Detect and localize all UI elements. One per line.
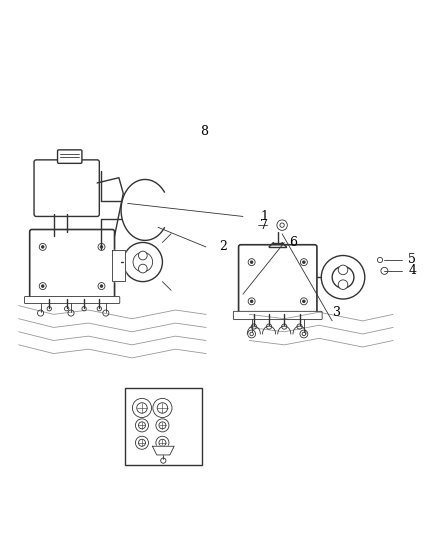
Circle shape bbox=[100, 246, 103, 248]
Circle shape bbox=[98, 244, 105, 251]
Circle shape bbox=[157, 403, 168, 413]
Circle shape bbox=[248, 259, 255, 265]
Text: 1: 1 bbox=[260, 210, 268, 223]
Circle shape bbox=[381, 268, 388, 274]
Circle shape bbox=[82, 306, 86, 311]
Circle shape bbox=[300, 330, 308, 338]
Circle shape bbox=[302, 332, 306, 336]
FancyBboxPatch shape bbox=[30, 230, 115, 301]
Circle shape bbox=[280, 223, 284, 228]
Circle shape bbox=[303, 261, 305, 263]
FancyBboxPatch shape bbox=[57, 150, 82, 163]
Circle shape bbox=[133, 252, 152, 272]
Circle shape bbox=[159, 439, 166, 446]
Text: 7: 7 bbox=[260, 219, 268, 232]
Circle shape bbox=[138, 439, 145, 446]
Circle shape bbox=[156, 419, 169, 432]
FancyBboxPatch shape bbox=[239, 245, 317, 317]
Circle shape bbox=[156, 436, 169, 449]
Circle shape bbox=[282, 324, 287, 329]
Circle shape bbox=[138, 264, 147, 273]
Circle shape bbox=[64, 306, 69, 311]
Circle shape bbox=[300, 298, 307, 305]
Text: 8: 8 bbox=[200, 125, 208, 138]
Polygon shape bbox=[113, 250, 125, 281]
Circle shape bbox=[378, 257, 383, 263]
FancyBboxPatch shape bbox=[25, 296, 120, 303]
Circle shape bbox=[248, 330, 255, 338]
Circle shape bbox=[303, 300, 305, 303]
Circle shape bbox=[47, 306, 51, 311]
Circle shape bbox=[297, 324, 302, 329]
Circle shape bbox=[39, 244, 46, 251]
Circle shape bbox=[42, 246, 44, 248]
Circle shape bbox=[266, 324, 272, 329]
Text: 2: 2 bbox=[219, 240, 227, 253]
Circle shape bbox=[159, 422, 166, 429]
Circle shape bbox=[135, 436, 148, 449]
Circle shape bbox=[135, 419, 148, 432]
Text: 6: 6 bbox=[289, 236, 297, 249]
Circle shape bbox=[100, 285, 103, 287]
Text: 5: 5 bbox=[408, 254, 416, 266]
Circle shape bbox=[42, 285, 44, 287]
Circle shape bbox=[132, 398, 152, 417]
Circle shape bbox=[153, 398, 172, 417]
FancyBboxPatch shape bbox=[233, 311, 322, 320]
Text: 4: 4 bbox=[408, 264, 417, 277]
Circle shape bbox=[321, 255, 365, 299]
Circle shape bbox=[38, 310, 44, 316]
Circle shape bbox=[39, 282, 46, 289]
Circle shape bbox=[332, 266, 354, 288]
Circle shape bbox=[161, 458, 166, 463]
Bar bbox=[125, 389, 201, 465]
Circle shape bbox=[251, 261, 253, 263]
Circle shape bbox=[277, 220, 287, 230]
Circle shape bbox=[300, 259, 307, 265]
Circle shape bbox=[68, 310, 74, 316]
Circle shape bbox=[338, 265, 348, 274]
Circle shape bbox=[123, 243, 162, 281]
FancyBboxPatch shape bbox=[34, 160, 99, 216]
Circle shape bbox=[98, 282, 105, 289]
Text: 3: 3 bbox=[332, 306, 340, 319]
Circle shape bbox=[103, 310, 109, 316]
Circle shape bbox=[338, 280, 348, 289]
Circle shape bbox=[138, 251, 147, 260]
Circle shape bbox=[251, 300, 253, 303]
Circle shape bbox=[248, 298, 255, 305]
Circle shape bbox=[137, 403, 147, 413]
Circle shape bbox=[97, 306, 102, 311]
Circle shape bbox=[251, 324, 256, 329]
Circle shape bbox=[250, 332, 253, 336]
Circle shape bbox=[138, 422, 145, 429]
Polygon shape bbox=[152, 446, 174, 455]
